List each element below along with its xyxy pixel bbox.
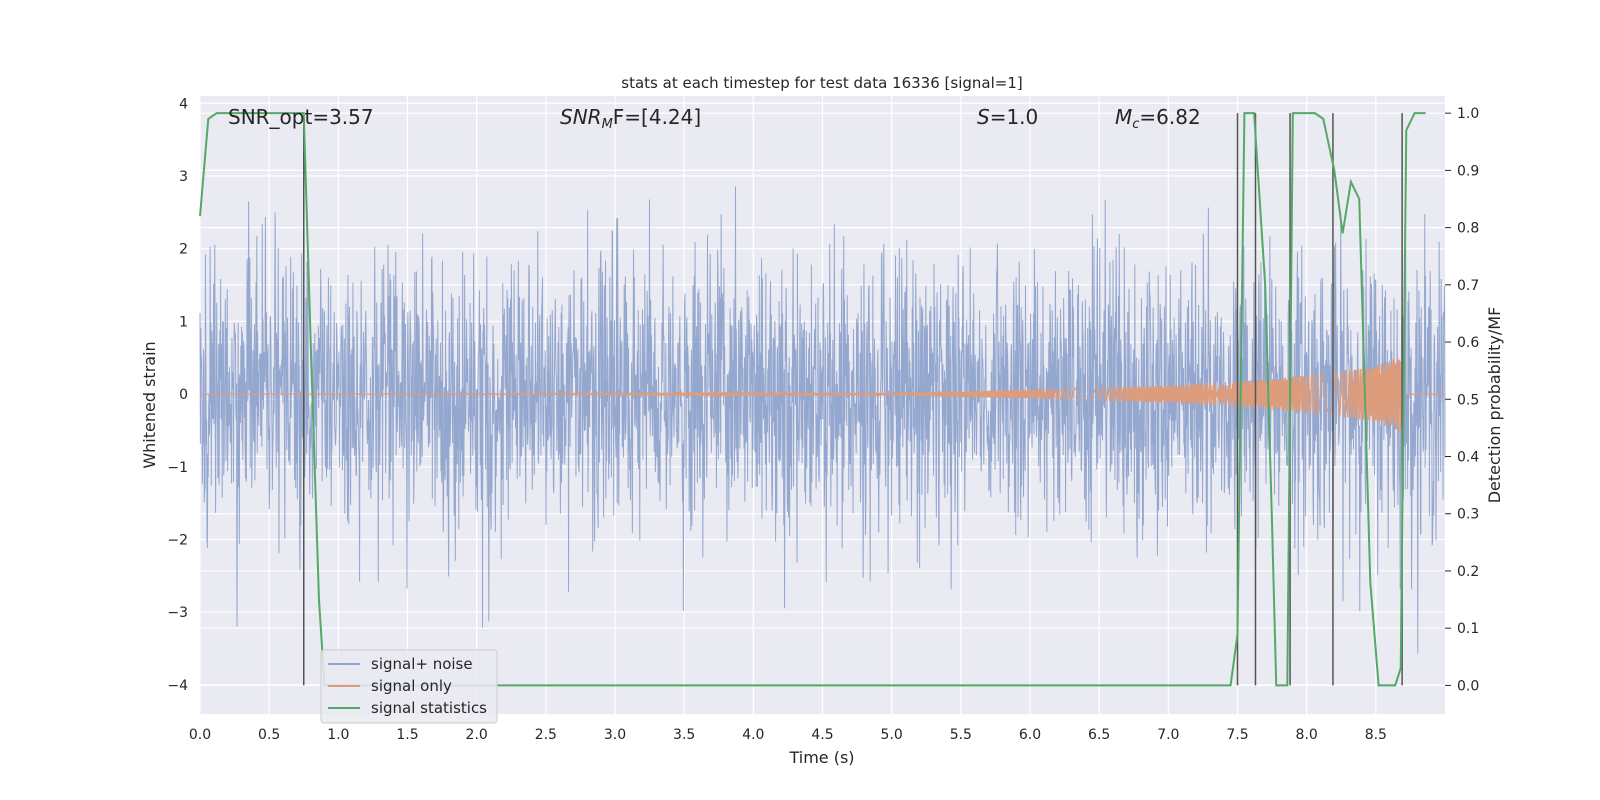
s-rest: =1.0 [990, 105, 1039, 129]
x-tick-label: 1.0 [327, 727, 349, 743]
mc-main: M [1115, 105, 1132, 129]
y-axis-left-label: Whitened strain [140, 341, 159, 468]
x-tick-label: 3.5 [673, 727, 695, 743]
y-right-tick-label: 0.5 [1457, 392, 1479, 408]
x-tick-label: 1.5 [396, 727, 418, 743]
s-annotation: S=1.0 [977, 105, 1038, 129]
snr-mf-annotation: SNRMF=[4.24] [560, 105, 701, 132]
y-right-tick-label: 0.9 [1457, 163, 1479, 179]
x-axis-label: Time (s) [788, 748, 854, 767]
snr-mf-main: SNR [560, 105, 602, 129]
legend-label-signal: signal only [371, 677, 452, 695]
y-right-tick-label: 0.3 [1457, 507, 1479, 523]
y-right-tick-label: 0.0 [1457, 678, 1479, 694]
mc-rest: =6.82 [1139, 105, 1200, 129]
y-left-tick-label: 3 [179, 169, 188, 185]
x-tick-label: 4.5 [811, 727, 833, 743]
x-tick-label: 0.5 [258, 727, 280, 743]
y-left-tick-label: −2 [167, 533, 188, 549]
y-left-tick-label: −3 [167, 605, 188, 621]
y-left-tick-label: −1 [167, 460, 188, 476]
x-tick-labels: 0.0 0.5 1.0 1.5 2.0 2.5 3.0 3.5 4.0 4.5 5.0 5.5 6.0 6… [189, 727, 1387, 743]
y-left-tick-label: 4 [179, 96, 188, 112]
x-tick-label: 7.5 [1226, 727, 1248, 743]
y-left-tick-label: 2 [179, 242, 188, 258]
legend-box [320, 649, 498, 724]
legend-label-stats: signal statistics [371, 699, 487, 717]
y-left-tick-label: 1 [179, 314, 188, 330]
x-tick-label: 3.0 [604, 727, 626, 743]
x-tick-label: 7.0 [1157, 727, 1179, 743]
y-left-tick-label: −4 [167, 678, 188, 694]
legend: signal+ noise signal only signal statist… [320, 649, 498, 724]
y-axis-right-label: Detection probability/MF [1485, 307, 1504, 504]
x-tick-label: 8.5 [1365, 727, 1387, 743]
x-tick-label: 2.5 [535, 727, 557, 743]
x-tick-label: 8.0 [1296, 727, 1318, 743]
x-tick-label: 4.0 [742, 727, 764, 743]
x-tick-label: 6.5 [1088, 727, 1110, 743]
y-right-tick-labels: 1.0 0.9 0.8 0.7 0.6 0.5 0.4 0.3 0.2 0.1 0.0 [1445, 106, 1479, 694]
x-tick-label: 0.0 [189, 727, 211, 743]
legend-label-noise: signal+ noise [371, 655, 473, 673]
y-right-tick-label: 1.0 [1457, 106, 1479, 122]
mc-sub: c [1132, 117, 1139, 132]
y-left-tick-labels: 4 3 2 1 0 −1 −2 −3 −4 [167, 96, 188, 694]
y-right-tick-label: 0.2 [1457, 564, 1479, 580]
s-main: S [977, 105, 990, 129]
x-tick-label: 5.0 [881, 727, 903, 743]
y-right-tick-label: 0.8 [1457, 221, 1479, 237]
snr-mf-sub: M [602, 117, 613, 132]
snr-mf-rest: F=[4.24] [613, 105, 701, 129]
y-left-tick-label: 0 [179, 387, 188, 403]
x-tick-label: 2.0 [466, 727, 488, 743]
signal-statistics-series [199, 112, 1426, 687]
y-right-tick-label: 0.1 [1457, 621, 1479, 637]
y-right-tick-label: 0.6 [1457, 335, 1479, 351]
y-right-tick-label: 0.7 [1457, 278, 1479, 294]
y-right-tick-label: 0.4 [1457, 450, 1479, 466]
snr-opt-annotation: SNR_opt=3.57 [228, 105, 374, 129]
x-tick-label: 5.5 [950, 727, 972, 743]
x-tick-label: 6.0 [1019, 727, 1041, 743]
chart-title: stats at each timestep for test data 163… [621, 74, 1022, 92]
mc-annotation: Mc=6.82 [1115, 105, 1201, 132]
signal-statistics-line [199, 112, 1426, 687]
